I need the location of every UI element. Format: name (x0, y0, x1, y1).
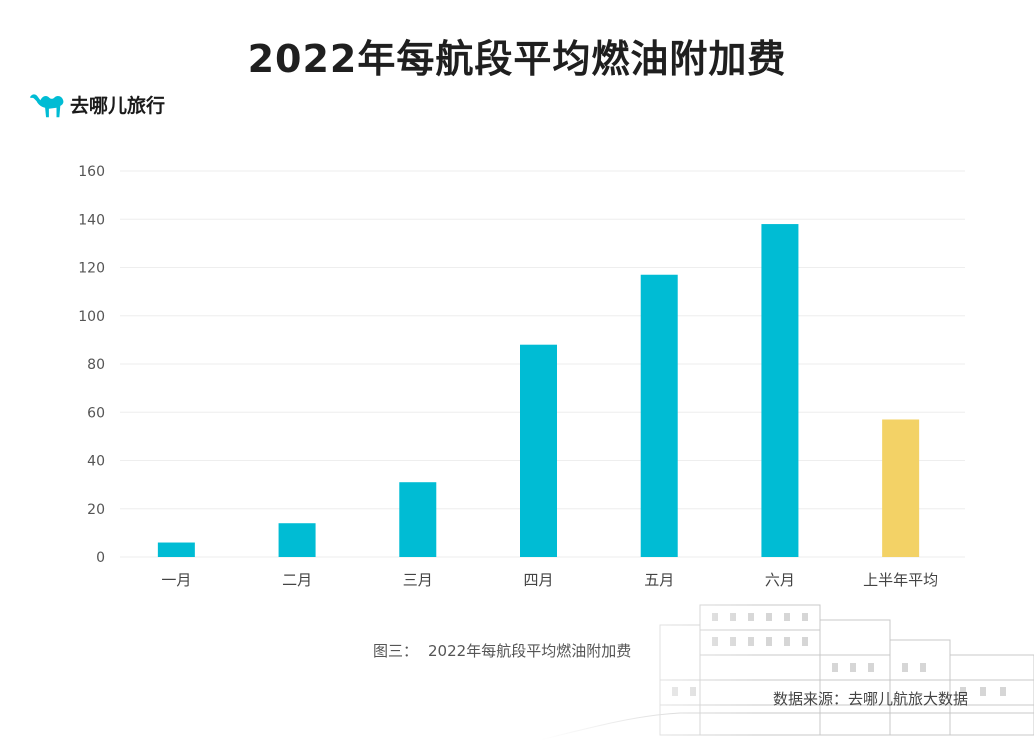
figure-caption: 图三： 2022年每航段平均燃油附加费 (373, 640, 631, 661)
y-tick-label: 120 (78, 261, 105, 277)
bar (882, 419, 920, 557)
y-tick-label: 60 (87, 405, 105, 421)
y-tick-label: 40 (87, 454, 105, 470)
bar (520, 344, 557, 557)
camel-icon (29, 94, 64, 118)
y-tick-label: 100 (78, 309, 105, 325)
x-tick-label: 一月 (161, 571, 191, 589)
bar (761, 224, 799, 557)
x-tick-label: 上半年平均 (863, 571, 938, 589)
y-tick-label: 80 (87, 357, 105, 373)
y-tick-label: 20 (87, 502, 105, 518)
bar (157, 542, 195, 557)
building-watermark (540, 585, 1034, 740)
y-tick-label: 140 (78, 212, 105, 228)
bar (399, 482, 437, 557)
x-tick-label: 三月 (403, 571, 433, 589)
bars (157, 224, 920, 557)
bar (278, 523, 316, 557)
figure-caption-text: 2022年每航段平均燃油附加费 (428, 642, 632, 660)
brand-logo: 去哪儿旅行 (28, 88, 165, 120)
x-axis-ticks: 一月 二月 三月 四月 五月 六月 上半年平均 (161, 571, 938, 589)
x-tick-label: 五月 (644, 571, 674, 589)
x-tick-label: 六月 (765, 571, 795, 589)
chart-title: 2022年每航段平均燃油附加费 (247, 37, 787, 81)
bar (640, 274, 678, 557)
y-axis-ticks: 0 20 40 60 80 100 120 140 160 (78, 164, 105, 566)
y-tick-label: 160 (78, 164, 105, 180)
x-tick-label: 四月 (523, 571, 553, 589)
y-tick-label: 0 (96, 550, 105, 566)
x-tick-label: 二月 (282, 571, 312, 589)
figure-caption-label: 图三： (373, 642, 419, 660)
data-source: 数据来源：去哪儿航旅大数据 (772, 690, 968, 708)
brand-name: 去哪儿旅行 (70, 94, 166, 117)
